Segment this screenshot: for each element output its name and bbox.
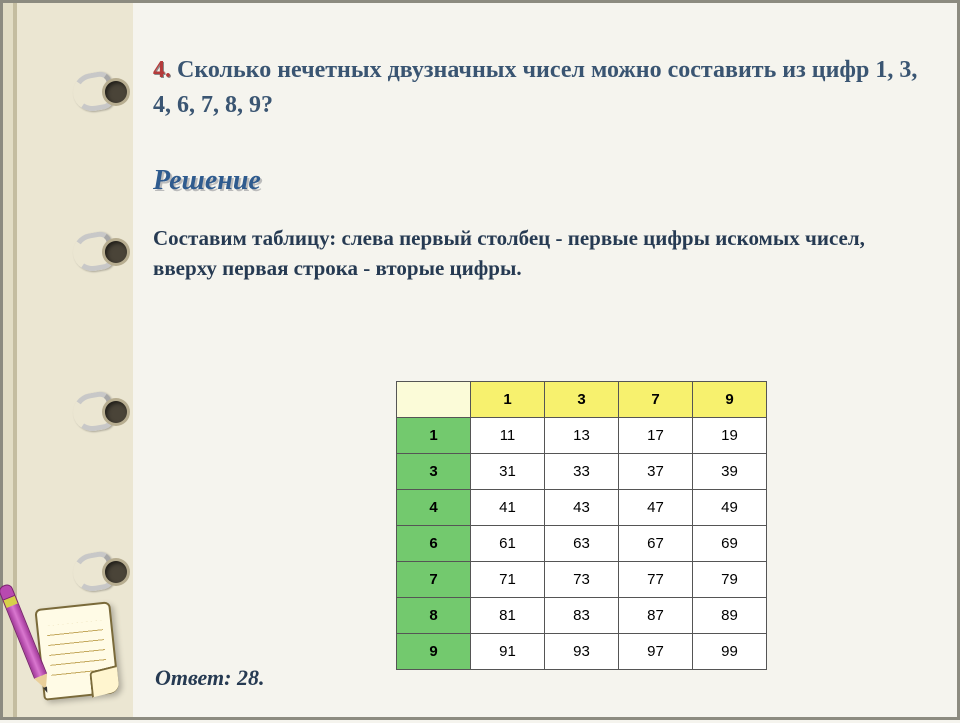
cell: 83 — [545, 598, 619, 634]
row-header: 6 — [397, 526, 471, 562]
cell: 99 — [693, 634, 767, 670]
row-header: 4 — [397, 490, 471, 526]
cell: 11 — [471, 418, 545, 454]
cell: 73 — [545, 562, 619, 598]
cell: 71 — [471, 562, 545, 598]
cell: 69 — [693, 526, 767, 562]
cell: 63 — [545, 526, 619, 562]
problem-text: 4. Сколько нечетных двузначных чисел мож… — [153, 53, 937, 123]
row-header: 8 — [397, 598, 471, 634]
col-header: 1 — [471, 382, 545, 418]
cell: 91 — [471, 634, 545, 670]
notepad-pencil-icon — [11, 579, 126, 709]
table-row: 7 71 73 77 79 — [397, 562, 767, 598]
table-row: 4 41 43 47 49 — [397, 490, 767, 526]
col-header: 9 — [693, 382, 767, 418]
solution-description: Составим таблицу: слева первый столбец -… — [153, 223, 937, 284]
ring — [73, 383, 131, 441]
cell: 37 — [619, 454, 693, 490]
table-row: 1 11 13 17 19 — [397, 418, 767, 454]
cell: 93 — [545, 634, 619, 670]
table-row: 6 61 63 67 69 — [397, 526, 767, 562]
cell: 67 — [619, 526, 693, 562]
cell: 77 — [619, 562, 693, 598]
cell: 31 — [471, 454, 545, 490]
cell: 81 — [471, 598, 545, 634]
cell: 61 — [471, 526, 545, 562]
cell: 39 — [693, 454, 767, 490]
col-header: 7 — [619, 382, 693, 418]
cell: 47 — [619, 490, 693, 526]
corner-cell — [397, 382, 471, 418]
row-header: 3 — [397, 454, 471, 490]
ring — [73, 223, 131, 281]
cell: 43 — [545, 490, 619, 526]
cell: 49 — [693, 490, 767, 526]
answer-text: Ответ: 28. — [155, 665, 264, 691]
cell: 89 — [693, 598, 767, 634]
problem-body: Сколько нечетных двузначных чисел можно … — [153, 57, 917, 118]
problem-number: 4. — [153, 57, 171, 83]
solution-heading: Решение — [153, 165, 937, 197]
cell: 17 — [619, 418, 693, 454]
table-row: 9 91 93 97 99 — [397, 634, 767, 670]
cell: 41 — [471, 490, 545, 526]
table-row: 8 81 83 87 89 — [397, 598, 767, 634]
row-header: 7 — [397, 562, 471, 598]
page-frame: 4. Сколько нечетных двузначных чисел мож… — [0, 0, 960, 720]
cell: 13 — [545, 418, 619, 454]
row-header: 9 — [397, 634, 471, 670]
combinations-table-wrap: 1 3 7 9 1 11 13 17 19 3 31 33 — [396, 381, 767, 670]
col-header: 3 — [545, 382, 619, 418]
combinations-table: 1 3 7 9 1 11 13 17 19 3 31 33 — [396, 381, 767, 670]
cell: 19 — [693, 418, 767, 454]
cell: 33 — [545, 454, 619, 490]
ring — [73, 63, 131, 121]
cell: 87 — [619, 598, 693, 634]
table-row: 3 31 33 37 39 — [397, 454, 767, 490]
row-header: 1 — [397, 418, 471, 454]
cell: 79 — [693, 562, 767, 598]
table-header-row: 1 3 7 9 — [397, 382, 767, 418]
table-body: 1 11 13 17 19 3 31 33 37 39 4 41 43 — [397, 418, 767, 670]
cell: 97 — [619, 634, 693, 670]
